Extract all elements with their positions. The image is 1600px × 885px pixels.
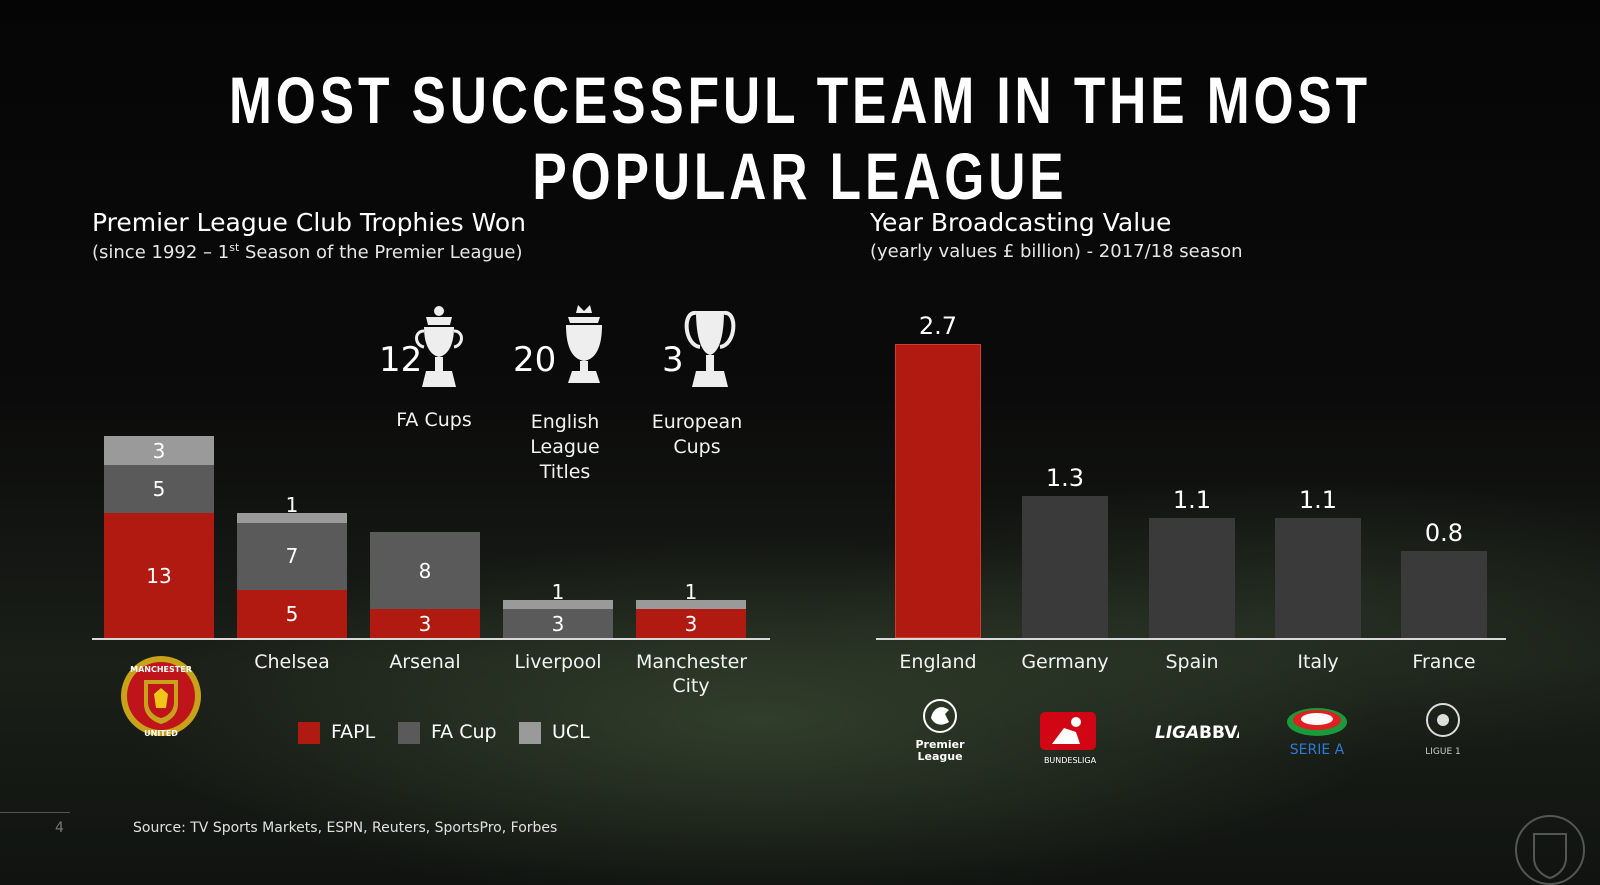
bar-value-label: 1 <box>684 579 698 604</box>
bar <box>1022 496 1108 638</box>
category-label: England <box>899 651 977 673</box>
bar-value-label: 3 <box>551 611 565 636</box>
bar-segment <box>370 609 480 638</box>
bar-value-label: 8 <box>418 558 432 583</box>
bar-value-label: 5 <box>285 602 299 626</box>
bar-segment <box>104 436 214 466</box>
manchester-united-crest-icon: MANCHESTER UNITED <box>121 656 201 738</box>
bar-segment <box>636 599 746 610</box>
serie-a-logo-icon: SERIE A <box>1287 708 1347 758</box>
page-number: 4 <box>55 820 64 836</box>
bar-value-label: 1 <box>285 493 299 518</box>
bar-value-label: 3 <box>152 438 166 463</box>
page-number-rule <box>0 812 70 813</box>
bundesliga-logo-icon: BUNDESLIGA <box>1040 712 1097 765</box>
legend-label-fa-cup: FA Cup <box>431 721 497 743</box>
bar-segment <box>104 465 214 514</box>
svg-text:Premier: Premier <box>915 738 965 751</box>
legend-swatch-fa-cup <box>398 722 420 744</box>
svg-text:BBVA: BBVA <box>1199 723 1239 743</box>
svg-text:League: League <box>917 750 962 763</box>
svg-text:LIGUE 1: LIGUE 1 <box>1425 747 1461 757</box>
bar-segment <box>237 522 347 590</box>
bar-value-label: 0.8 <box>1424 518 1464 547</box>
bar-segment <box>237 513 347 523</box>
watermark-crest-icon <box>1515 815 1585 885</box>
bar-value-label: 1.1 <box>1298 486 1338 515</box>
league-titles-label: English League Titles <box>530 411 600 483</box>
category-label: Germany <box>1021 651 1109 673</box>
broadcast-chart-subtitle: (yearly values £ billion) - 2017/18 seas… <box>870 241 1243 262</box>
league-titles-count: 20 <box>513 340 557 380</box>
category-label: Chelsea <box>254 651 330 673</box>
source-note: Source: TV Sports Markets, ESPN, Reuters… <box>133 820 558 836</box>
fa-cups-count: 12 <box>379 340 423 380</box>
fa-cup-trophy-icon <box>415 306 463 387</box>
bar <box>1401 550 1487 638</box>
category-label: Spain <box>1165 651 1219 673</box>
category-label: Arsenal <box>389 651 461 673</box>
liga-bbva-logo-icon: LIGA BBVA <box>1155 723 1239 743</box>
premier-league-logo-icon: Premier League <box>915 699 965 763</box>
fa-cups-label: FA Cups <box>396 409 472 431</box>
bar <box>1149 518 1235 638</box>
european-cups-count: 3 <box>662 340 684 380</box>
bar-segment <box>370 532 480 610</box>
trophies-chart-baseline <box>92 638 770 640</box>
ligue-1-logo-icon: LIGUE 1 <box>1425 703 1461 757</box>
bar-value-label: 3 <box>418 611 432 636</box>
bar <box>895 344 981 638</box>
bar-value-label: 7 <box>285 544 299 569</box>
category-label: Manchester City <box>636 651 748 697</box>
category-label: Italy <box>1297 651 1339 673</box>
broadcast-chart-baseline <box>876 638 1506 640</box>
bar-value-label: 1 <box>551 579 565 604</box>
bar <box>1275 518 1361 638</box>
broadcast-chart-title: Year Broadcasting Value <box>870 208 1172 237</box>
legend-label-ucl: UCL <box>552 721 590 743</box>
bar-value-label: 1.1 <box>1172 486 1212 515</box>
bar-segment <box>503 599 613 610</box>
page-title: MOST SUCCESSFUL TEAM IN THE MOST POPULAR… <box>228 63 1372 213</box>
bar-value-label: 5 <box>152 477 166 502</box>
bar-segment <box>237 590 347 638</box>
svg-text:SERIE A: SERIE A <box>1290 742 1345 758</box>
svg-text:BUNDESLIGA: BUNDESLIGA <box>1044 756 1097 765</box>
bar-segment <box>104 513 214 638</box>
legend-label-fapl: FAPL <box>331 721 376 743</box>
trophies-chart-subtitle: (since 1992 – 1st Season of the Premier … <box>92 241 523 263</box>
legend-swatch-fapl <box>298 722 320 744</box>
european-cup-trophy-icon <box>684 311 736 387</box>
bar-value-label: 1.3 <box>1045 464 1085 493</box>
bar-value-label: 3 <box>684 611 698 636</box>
category-label: France <box>1412 651 1476 673</box>
svg-text:LIGA: LIGA <box>1155 723 1199 743</box>
bar-segment <box>636 609 746 638</box>
category-label: Liverpool <box>514 651 602 673</box>
crest-text-top: MANCHESTER <box>130 665 192 674</box>
trophies-chart-title: Premier League Club Trophies Won <box>92 208 526 237</box>
premier-league-trophy-icon <box>566 305 602 383</box>
european-cups-label: European Cups <box>651 411 743 458</box>
bar-value-label: 2.7 <box>918 312 958 340</box>
bar-segment <box>503 609 613 638</box>
bar-value-label: 13 <box>146 563 172 588</box>
legend-swatch-ucl <box>519 722 541 744</box>
crest-text-bottom: UNITED <box>144 729 178 738</box>
